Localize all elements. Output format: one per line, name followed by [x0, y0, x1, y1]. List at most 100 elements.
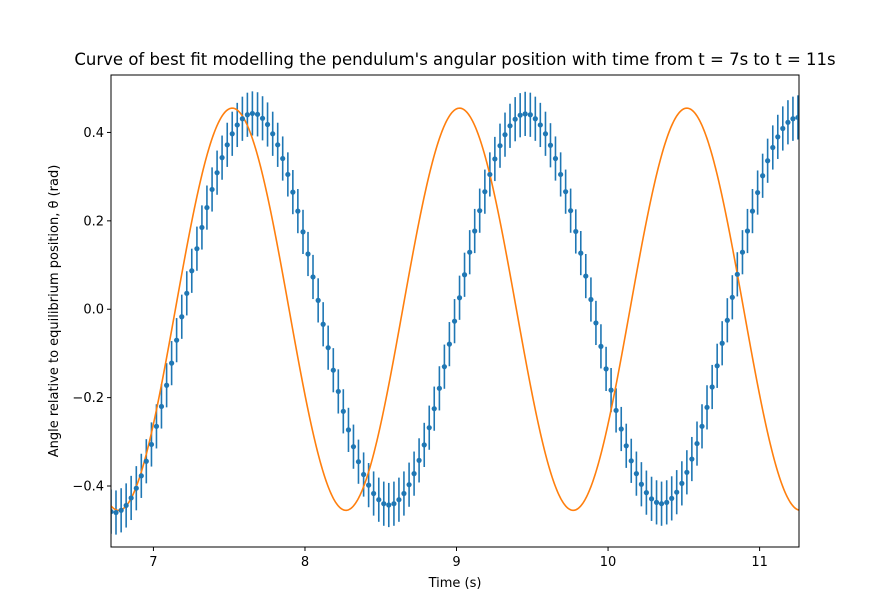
data-point: [568, 208, 574, 214]
data-point: [633, 471, 639, 477]
data-point: [431, 406, 437, 412]
data-point: [477, 208, 483, 214]
data-point: [487, 171, 493, 178]
data-point: [648, 496, 655, 502]
data-point: [643, 490, 649, 496]
data-point: [386, 502, 392, 508]
data-point: [244, 112, 250, 118]
data-point: [280, 155, 286, 162]
data-point: [628, 458, 634, 464]
data-point: [325, 345, 331, 351]
data-point: [421, 442, 427, 448]
data-point: [744, 228, 751, 234]
data-point: [658, 501, 665, 507]
x-tick-label: 9: [452, 555, 460, 570]
data-point: [517, 112, 523, 118]
data-point: [684, 469, 690, 475]
data-point: [790, 116, 796, 122]
data-point: [285, 171, 291, 178]
data-point: [492, 156, 498, 162]
data-point: [234, 122, 240, 128]
chart-title: Curve of best fit modelling the pendulum…: [74, 50, 835, 69]
data-point: [522, 111, 528, 117]
data-point: [451, 318, 458, 324]
data-point: [305, 251, 311, 257]
data-point: [174, 337, 180, 343]
data-point: [300, 229, 306, 235]
data-point: [310, 274, 316, 280]
data-point: [699, 423, 705, 429]
data-point: [113, 509, 119, 516]
data-point: [674, 489, 680, 495]
data-point: [729, 294, 735, 300]
plot-area: [110, 74, 800, 548]
data-point: [780, 125, 786, 132]
data-point: [189, 268, 195, 274]
data-point: [542, 131, 549, 137]
data-point: [214, 170, 220, 176]
data-point: [532, 116, 538, 122]
data-point: [406, 482, 412, 488]
data-point: [593, 320, 599, 326]
x-axis: 7 8 9 10 11: [149, 547, 768, 570]
data-point: [719, 340, 725, 346]
data-point: [254, 111, 261, 117]
data-point: [618, 426, 624, 432]
data-point: [290, 189, 296, 195]
data-point: [426, 425, 432, 431]
y-tick-label: 0.4: [83, 126, 104, 141]
data-point: [259, 115, 266, 121]
data-point: [689, 456, 695, 462]
data-point: [153, 423, 160, 429]
data-point: [547, 142, 554, 148]
data-point: [552, 155, 559, 162]
x-tick-label: 8: [301, 555, 309, 570]
data-points-group: [111, 110, 799, 516]
data-point: [497, 143, 503, 149]
data-point: [446, 341, 452, 347]
x-tick-label: 7: [149, 555, 157, 570]
data-point: [381, 501, 387, 507]
data-point: [219, 155, 225, 161]
plot-frame: [110, 74, 800, 548]
data-point: [739, 249, 746, 255]
data-point: [361, 471, 367, 478]
data-point: [507, 123, 513, 129]
data-point: [340, 408, 346, 414]
data-point: [128, 495, 134, 501]
data-point: [527, 112, 533, 118]
data-point: [350, 444, 357, 450]
data-point: [563, 189, 569, 195]
data-point: [239, 116, 245, 122]
data-point: [578, 250, 584, 256]
data-point: [295, 208, 301, 214]
data-point: [608, 387, 614, 393]
data-point: [755, 189, 761, 196]
data-point: [335, 388, 341, 395]
data-point: [502, 132, 508, 138]
data-point: [709, 384, 715, 390]
x-tick-label: 11: [751, 555, 768, 570]
data-point: [734, 271, 740, 277]
data-point: [376, 497, 382, 503]
data-point: [603, 366, 609, 372]
data-point: [264, 121, 271, 128]
data-point: [785, 119, 791, 125]
data-point: [391, 501, 397, 507]
y-tick-label: 0.0: [83, 303, 104, 318]
data-point: [461, 272, 468, 278]
y-tick-label: 0.2: [83, 214, 104, 229]
data-point: [669, 495, 675, 501]
data-point: [482, 189, 488, 195]
data-point: [653, 499, 660, 505]
data-point: [765, 158, 771, 164]
data-point: [275, 142, 281, 148]
data-point: [598, 343, 604, 349]
data-point: [724, 317, 730, 323]
data-point: [229, 131, 235, 137]
data-point: [123, 502, 129, 509]
fit-curve-group: [111, 107, 799, 512]
data-point: [714, 363, 720, 369]
